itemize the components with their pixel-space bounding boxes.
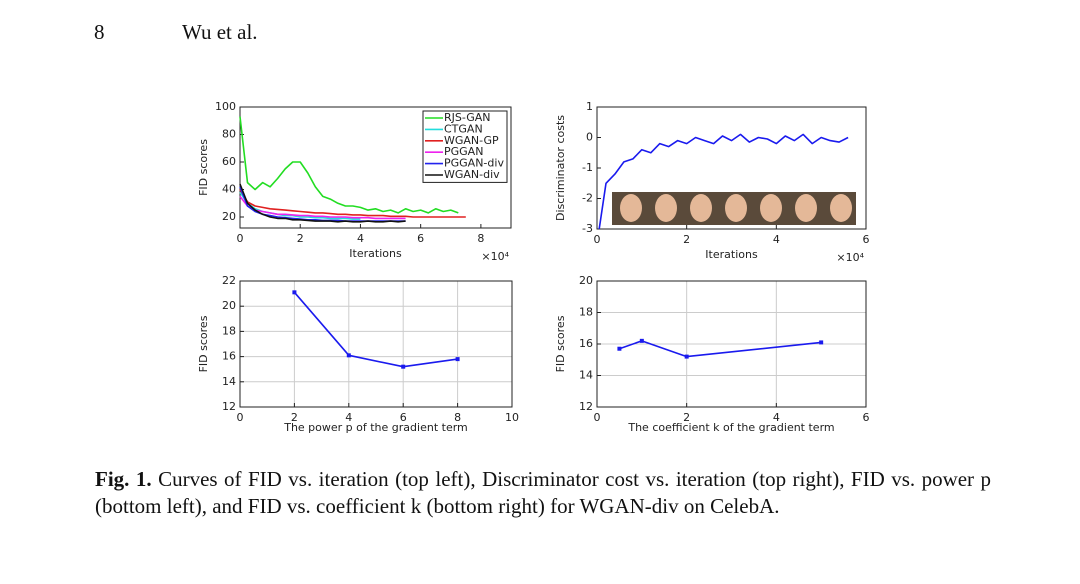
x-tick-label: 0 <box>594 411 601 424</box>
series-line <box>598 133 849 230</box>
x-tick-label: 4 <box>773 233 780 246</box>
plot-frame <box>239 280 513 408</box>
y-axis-label: FID scores <box>554 315 567 372</box>
series-line <box>239 189 466 218</box>
face <box>795 194 817 222</box>
x-tick-label: 8 <box>477 232 484 245</box>
y-axis-label: FID scores <box>197 139 210 196</box>
y-tick-label: 18 <box>222 324 236 337</box>
legend-box <box>422 110 508 183</box>
series-line <box>239 195 406 220</box>
x-tick-label: 2 <box>291 411 298 424</box>
y-tick-label: 1 <box>586 100 593 113</box>
marker <box>617 346 622 351</box>
face <box>760 194 782 222</box>
caption-text: Curves of FID vs. iteration (top left), … <box>95 467 992 518</box>
x-axis-label: Iterations <box>349 247 402 260</box>
y-tick-label: 12 <box>579 400 593 413</box>
y-tick-label: 14 <box>579 369 593 382</box>
y-tick-label: 60 <box>222 155 236 168</box>
x-tick-label: 6 <box>863 233 870 246</box>
x-tick-label: 10 <box>505 411 519 424</box>
plot-frame <box>239 106 512 229</box>
x-multiplier: ×10⁴ <box>481 250 509 263</box>
y-tick-label: 20 <box>579 274 593 287</box>
x-tick-label: 2 <box>683 411 690 424</box>
marker <box>684 354 689 359</box>
x-tick-label: 0 <box>237 232 244 245</box>
y-tick-label: 20 <box>222 299 236 312</box>
legend-label: WGAN-div <box>444 168 500 181</box>
legend-label: WGAN-GP <box>444 134 499 147</box>
face <box>620 194 642 222</box>
y-tick-label: 18 <box>579 306 593 319</box>
y-tick-label: 20 <box>222 210 236 223</box>
y-tick-label: 12 <box>222 400 236 413</box>
authors: Wu et al. <box>182 20 258 44</box>
marker <box>401 364 406 369</box>
y-tick-label: 16 <box>579 337 593 350</box>
x-axis-label: The coefficient k of the gradient term <box>627 421 834 434</box>
series-line <box>239 116 459 214</box>
page-number: 8 <box>94 20 105 44</box>
x-tick-label: 8 <box>454 411 461 424</box>
caption: Fig. 1. Curves of FID vs. iteration (top… <box>95 466 991 520</box>
series-line <box>293 291 458 368</box>
marker <box>346 353 351 358</box>
x-axis-label: The power p of the gradient term <box>283 421 468 434</box>
y-tick-label: 40 <box>222 183 236 196</box>
x-tick-label: 6 <box>417 232 424 245</box>
y-tick-label: 14 <box>222 375 236 388</box>
y-tick-label: 16 <box>222 350 236 363</box>
series-line <box>619 340 822 358</box>
caption-label: Fig. 1. <box>95 467 152 491</box>
y-tick-label: -3 <box>582 222 593 235</box>
plot-frame <box>596 106 867 230</box>
y-tick-label: 100 <box>215 100 236 113</box>
x-tick-label: 4 <box>773 411 780 424</box>
x-tick-label: 4 <box>357 232 364 245</box>
face <box>830 194 852 222</box>
plot-frame <box>596 280 867 408</box>
x-tick-label: 4 <box>345 411 352 424</box>
face-strip <box>612 192 856 225</box>
x-tick-label: 6 <box>863 411 870 424</box>
x-tick-label: 0 <box>594 233 601 246</box>
marker <box>292 290 297 295</box>
x-axis-label: Iterations <box>705 248 758 261</box>
x-multiplier: ×10⁴ <box>836 251 864 264</box>
y-tick-label: 22 <box>222 274 236 287</box>
x-tick-label: 0 <box>237 411 244 424</box>
legend-label: PGGAN <box>444 145 483 158</box>
legend-label: RJS-GAN <box>444 111 491 124</box>
series-line <box>239 183 406 223</box>
legend-label: CTGAN <box>444 122 483 135</box>
y-axis-label: FID scores <box>197 315 210 372</box>
face <box>725 194 747 222</box>
x-tick-label: 2 <box>297 232 304 245</box>
y-tick-label: 0 <box>586 131 593 144</box>
marker <box>639 338 644 343</box>
y-tick-label: 80 <box>222 128 236 141</box>
y-axis-label: Discriminator costs <box>554 115 567 221</box>
legend-label: PGGAN-div <box>444 157 504 170</box>
y-tick-label: -1 <box>582 161 593 174</box>
marker <box>819 340 824 345</box>
x-tick-label: 6 <box>400 411 407 424</box>
face <box>655 194 677 222</box>
marker <box>455 357 460 362</box>
x-tick-label: 2 <box>683 233 690 246</box>
y-tick-label: -2 <box>582 192 593 205</box>
face <box>690 194 712 222</box>
